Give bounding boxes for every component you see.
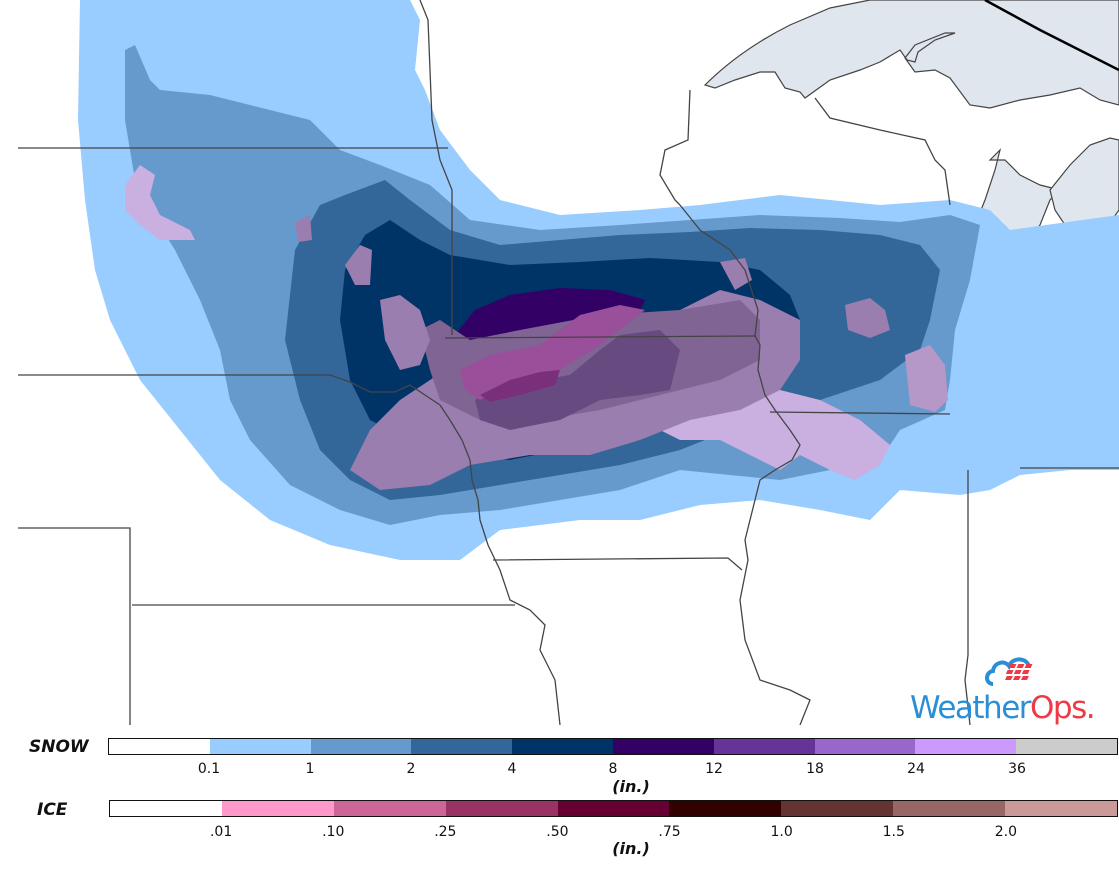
snow-tick-label: 24 — [907, 761, 925, 777]
ice-color-bar — [109, 800, 1118, 817]
ice-tick-label: .50 — [546, 824, 569, 840]
ice-nw-blob — [345, 245, 372, 285]
ice-segment — [781, 801, 894, 816]
precipitation-map — [18, 0, 1119, 725]
lake-superior — [703, 0, 1119, 109]
ice-units: (in.) — [612, 839, 650, 858]
ice-lake-blob — [380, 295, 430, 370]
ice-tick-label: .01 — [209, 824, 233, 840]
ice-segment — [893, 801, 1006, 816]
ice-segment — [557, 801, 670, 816]
snow-tick-label: 0.1 — [197, 761, 221, 777]
snow-tick-label: 12 — [705, 761, 723, 777]
ice-tick-label: .10 — [322, 824, 345, 840]
snow-tick-label: 36 — [1008, 761, 1026, 777]
cloud-icon — [985, 657, 1033, 686]
ice-west-blob — [125, 165, 195, 240]
ice-overlays — [125, 165, 948, 490]
border-sd-ne — [18, 374, 441, 406]
ice-segment — [1005, 801, 1118, 816]
border-co — [18, 527, 131, 725]
ice-tick-label: .25 — [434, 824, 457, 840]
ice-tick-label: 2.0 — [994, 824, 1018, 840]
snow-tick-label: 4 — [507, 761, 517, 777]
mixed-magenta-region — [460, 305, 645, 400]
border-wi-mi — [814, 97, 951, 206]
snow-tick-label: 8 — [608, 761, 618, 777]
snow-segment — [915, 739, 1017, 754]
logo-text-weather: Weather — [910, 690, 1032, 726]
border-canada-ontario — [984, 0, 1119, 72]
border-ia-mo — [492, 557, 743, 571]
ice-tick-label: 1.5 — [882, 824, 905, 840]
snow-legend: SNOW 0.1 1 2 4 8 12 18 24 36 (in.) — [0, 728, 1119, 798]
ice-wisconsin-blob — [845, 298, 890, 338]
logo-wordmark: WeatherOps. — [910, 690, 1096, 726]
ice-segment — [110, 801, 222, 816]
ice-east-blob — [905, 345, 948, 412]
border-il-in — [964, 470, 971, 725]
border-mn-ia — [444, 335, 756, 339]
mixed-deep-region — [480, 370, 560, 402]
border-mississippi — [739, 335, 811, 725]
ice-segment — [333, 801, 446, 816]
border-wi-il — [769, 411, 951, 415]
ice-core-region — [475, 330, 680, 430]
border-wi-north — [659, 89, 691, 206]
border-missouri-river — [439, 404, 561, 725]
ice-segment — [669, 801, 782, 816]
snow-legend-title: SNOW — [29, 737, 89, 757]
snow-tick-label: 1 — [305, 761, 315, 777]
snow-segment — [512, 739, 613, 754]
snow-tick-label: 18 — [806, 761, 824, 777]
weatherops-logo: WeatherOps. — [908, 650, 1118, 730]
snow-segment — [612, 739, 714, 754]
snow-segment — [1016, 739, 1117, 754]
snow-segment — [310, 739, 412, 754]
snow-segment — [109, 739, 210, 754]
ice-segment — [221, 801, 334, 816]
ice-tick-label: .75 — [658, 824, 681, 840]
lake-huron — [1049, 137, 1119, 239]
snow-segment — [209, 739, 311, 754]
state-boundaries — [18, 0, 1119, 725]
ice-mn-blob — [720, 258, 752, 290]
snow-segment — [814, 739, 916, 754]
snow-tick-label: 2 — [406, 761, 416, 777]
snow-units: (in.) — [612, 777, 650, 796]
ice-legend-title: ICE — [37, 800, 68, 820]
ice-tick-label: 1.0 — [770, 824, 793, 840]
snow-color-bar — [108, 738, 1118, 755]
snow-segment — [411, 739, 513, 754]
snow-segment — [713, 739, 815, 754]
border-mn-west — [419, 0, 453, 335]
border-mn-wi — [679, 204, 759, 337]
ice-sd-blob — [295, 215, 312, 242]
ice-legend: ICE .01 .10 .25 .50 .75 1.0 1.5 2.0 (in.) — [0, 792, 1119, 862]
ice-segment — [445, 801, 558, 816]
logo-text-dot: . — [1085, 690, 1096, 726]
logo-text-ops: Ops — [1030, 690, 1087, 726]
